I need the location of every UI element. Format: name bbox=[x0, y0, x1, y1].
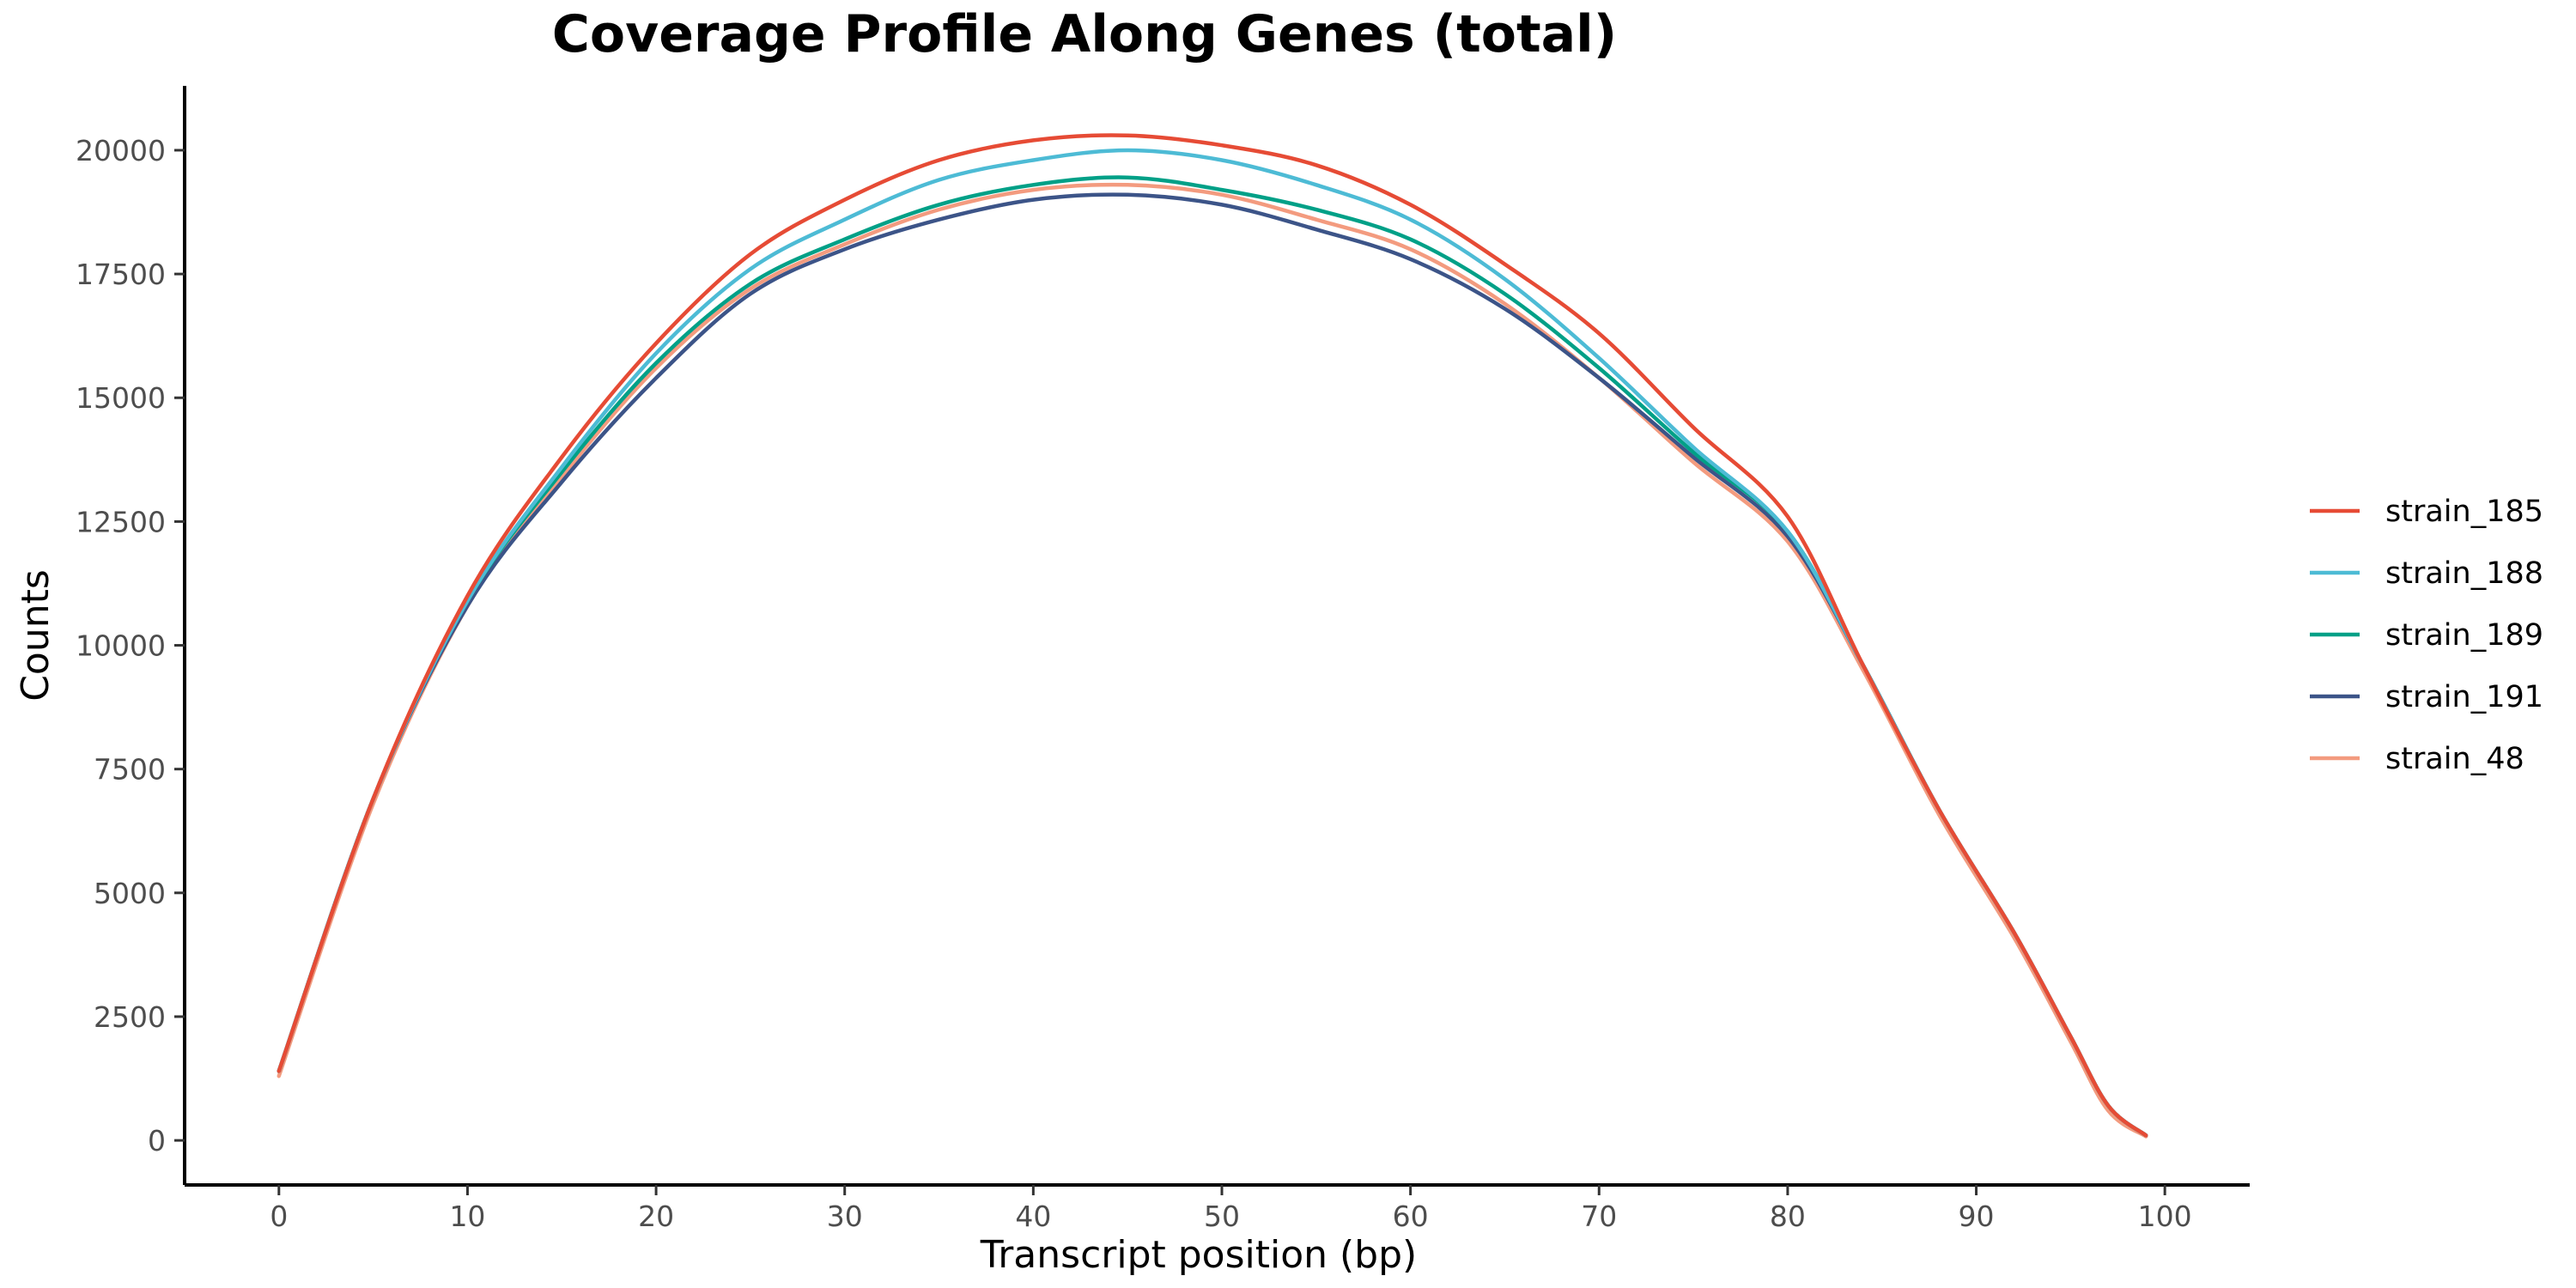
x-tick-label: 50 bbox=[1204, 1200, 1240, 1233]
legend-label: strain_185 bbox=[2385, 495, 2543, 529]
x-tick-label: 0 bbox=[270, 1200, 288, 1233]
y-tick-label: 20000 bbox=[76, 134, 166, 167]
series-line-strain-188 bbox=[276, 148, 2148, 1138]
series-line-strain-189 bbox=[276, 175, 2148, 1138]
legend-label: strain_189 bbox=[2385, 618, 2543, 653]
series-line-strain-185 bbox=[276, 133, 2148, 1138]
x-tick-label: 90 bbox=[1959, 1200, 1995, 1233]
legend-label: strain_48 bbox=[2385, 742, 2524, 776]
y-tick-label: 10000 bbox=[76, 629, 166, 663]
y-tick-label: 2500 bbox=[94, 1000, 166, 1034]
x-tick-label: 30 bbox=[827, 1200, 863, 1233]
legend-label: strain_188 bbox=[2385, 556, 2543, 591]
x-tick-label: 100 bbox=[2138, 1200, 2192, 1233]
y-tick-label: 7500 bbox=[94, 753, 166, 787]
axes: 0 2500 5000 7500 10000 12500 15000 17500 20000 0 1… bbox=[76, 86, 2250, 1233]
x-tick-label: 40 bbox=[1015, 1200, 1051, 1233]
x-tick-label: 80 bbox=[1770, 1200, 1806, 1233]
y-tick-label: 5000 bbox=[94, 877, 166, 910]
legend-label: strain_191 bbox=[2385, 680, 2543, 714]
y-tick-label: 12500 bbox=[76, 505, 166, 538]
y-tick-label: 17500 bbox=[76, 258, 166, 291]
y-tick-label: 15000 bbox=[76, 381, 166, 415]
y-tick-label: 0 bbox=[148, 1124, 166, 1157]
x-tick-label: 60 bbox=[1393, 1200, 1429, 1233]
series-layer bbox=[276, 133, 2148, 1139]
series-line-strain-48 bbox=[276, 182, 2148, 1139]
x-tick-label: 20 bbox=[638, 1200, 674, 1233]
x-tick-label: 70 bbox=[1581, 1200, 1617, 1233]
legend: strain_185 strain_188 strain_189 strain_191… bbox=[2310, 495, 2543, 776]
series-line-strain-191 bbox=[276, 192, 2148, 1138]
x-tick-label: 10 bbox=[449, 1200, 485, 1233]
chart-title: Coverage Profile Along Genes (total) bbox=[552, 4, 1617, 64]
x-axis-label: Transcript position (bp) bbox=[980, 1233, 1417, 1277]
y-axis-label: Counts bbox=[14, 569, 58, 702]
